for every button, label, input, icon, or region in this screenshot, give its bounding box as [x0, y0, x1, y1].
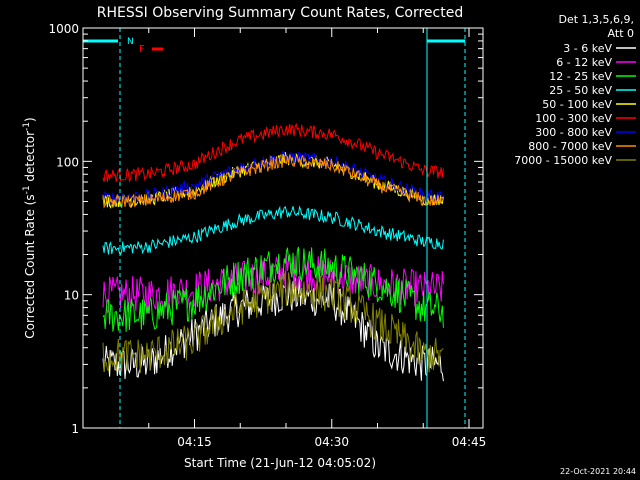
x-tick-label: 04:30: [314, 435, 349, 449]
y-axis-label-sup1: -1: [22, 185, 32, 194]
legend-label: 800 - 7000 keV: [528, 140, 612, 153]
legend-label: 6 - 12 keV: [556, 56, 612, 69]
legend-label: 100 - 300 keV: [535, 112, 612, 125]
footer-date: 22-Oct-2021 20:44: [560, 467, 636, 476]
y-tick-label: 1: [71, 422, 79, 436]
y-tick-label: 1000: [48, 22, 79, 36]
series-line-2: [102, 246, 444, 332]
legend-header-line2: Att 0: [608, 27, 634, 40]
x-axis-ticks: 04:15 04:30 04:45: [148, 28, 487, 449]
legend-label: 12 - 25 keV: [549, 70, 612, 83]
plot-area: NF 1 10 100 1000 04:15 04:30 04:45: [48, 22, 486, 449]
x-axis-label: Start Time (21-Jun-12 04:05:02): [184, 456, 376, 470]
series-line-8: [102, 270, 444, 374]
x-tick-label: 04:45: [452, 435, 487, 449]
legend-label: 50 - 100 keV: [542, 98, 612, 111]
y-axis-label-end: ): [23, 117, 37, 122]
y-tick-label: 10: [64, 289, 79, 303]
x-tick-label: 04:15: [177, 435, 212, 449]
legend-label: 3 - 6 keV: [563, 42, 612, 55]
legend-header-line1: Det 1,3,5,6,9,: [558, 13, 634, 26]
series-layer: [102, 122, 444, 382]
night-marker-label: N: [127, 37, 134, 47]
series-line-7: [102, 154, 444, 209]
series-line-5: [102, 122, 444, 183]
legend-label: 25 - 50 keV: [549, 84, 612, 97]
chart-title: RHESSI Observing Summary Count Rates, Co…: [97, 5, 463, 21]
y-axis-label-sup2: -1: [22, 122, 32, 131]
y-axis-label-main: Corrected Count Rate (s: [23, 194, 37, 338]
series-line-3: [102, 205, 444, 255]
y-axis-label: Corrected Count Rate (s-1 detector-1): [22, 117, 37, 338]
y-axis-label-mid: detector: [23, 131, 37, 186]
flare-marker-label: F: [139, 44, 145, 55]
legend-label: 7000 - 15000 keV: [514, 154, 612, 167]
y-tick-label: 100: [56, 155, 79, 169]
marker-layer: NF: [83, 28, 466, 428]
legend-label: 300 - 800 keV: [535, 126, 612, 139]
y-axis-ticks: 1 10 100 1000: [48, 22, 483, 436]
plot-frame: [82, 27, 484, 429]
